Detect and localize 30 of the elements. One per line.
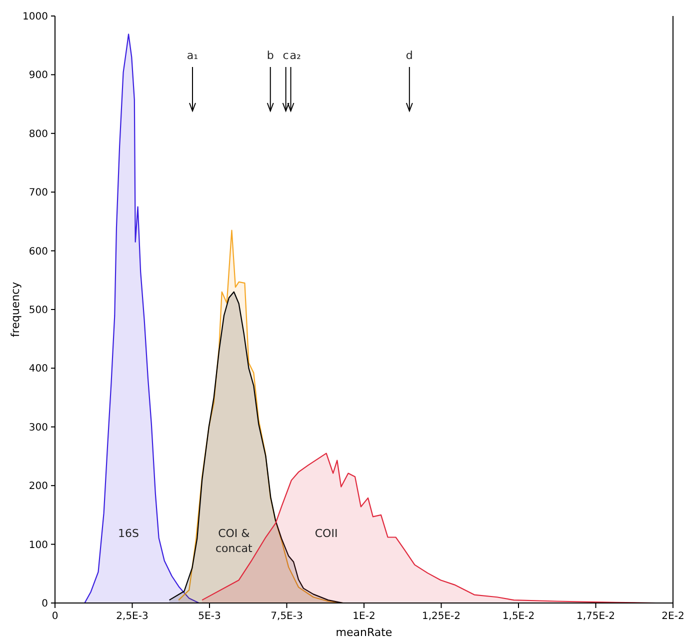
ref-line-label: c — [282, 49, 289, 62]
y-tick-label: 900 — [28, 70, 48, 82]
y-tick-label: 400 — [28, 364, 48, 375]
y-tick-label: 1000 — [22, 12, 48, 22]
x-tick-label: 0 — [52, 611, 58, 622]
y-tick-label: 600 — [28, 246, 48, 258]
ref-line-label: a₂ — [290, 49, 301, 62]
y-tick-label: 200 — [28, 481, 48, 492]
y-tick-label: 500 — [28, 305, 48, 316]
ref-line-label: d — [406, 49, 413, 62]
x-tick-label: 7,5E-3 — [270, 611, 303, 622]
y-axis-title: frequency — [9, 281, 22, 338]
x-tick-label: 5E-3 — [198, 611, 221, 622]
x-tick-label: 1,75E-2 — [576, 611, 616, 622]
x-axis-title: meanRate — [336, 626, 392, 638]
x-tick-label: 2E-2 — [662, 611, 684, 622]
y-tick-label: 700 — [28, 188, 48, 199]
x-tick-label: 2,5E-3 — [116, 611, 148, 622]
x-tick-label: 1,25E-2 — [422, 611, 461, 622]
y-tick-label: 100 — [28, 540, 48, 551]
series-label: COII — [314, 527, 338, 540]
x-tick-label: 1,5E-2 — [502, 611, 535, 622]
y-tick-label: 0 — [42, 598, 48, 610]
series-label: COI & concat — [215, 527, 254, 555]
y-tick-label: 800 — [28, 128, 48, 140]
y-tick-label: 300 — [28, 422, 48, 434]
ref-line-label: a₁ — [186, 49, 198, 62]
ref-line-label: b — [266, 49, 274, 62]
series-label: 16S — [118, 527, 140, 540]
x-tick-label: 1E-2 — [352, 611, 376, 622]
